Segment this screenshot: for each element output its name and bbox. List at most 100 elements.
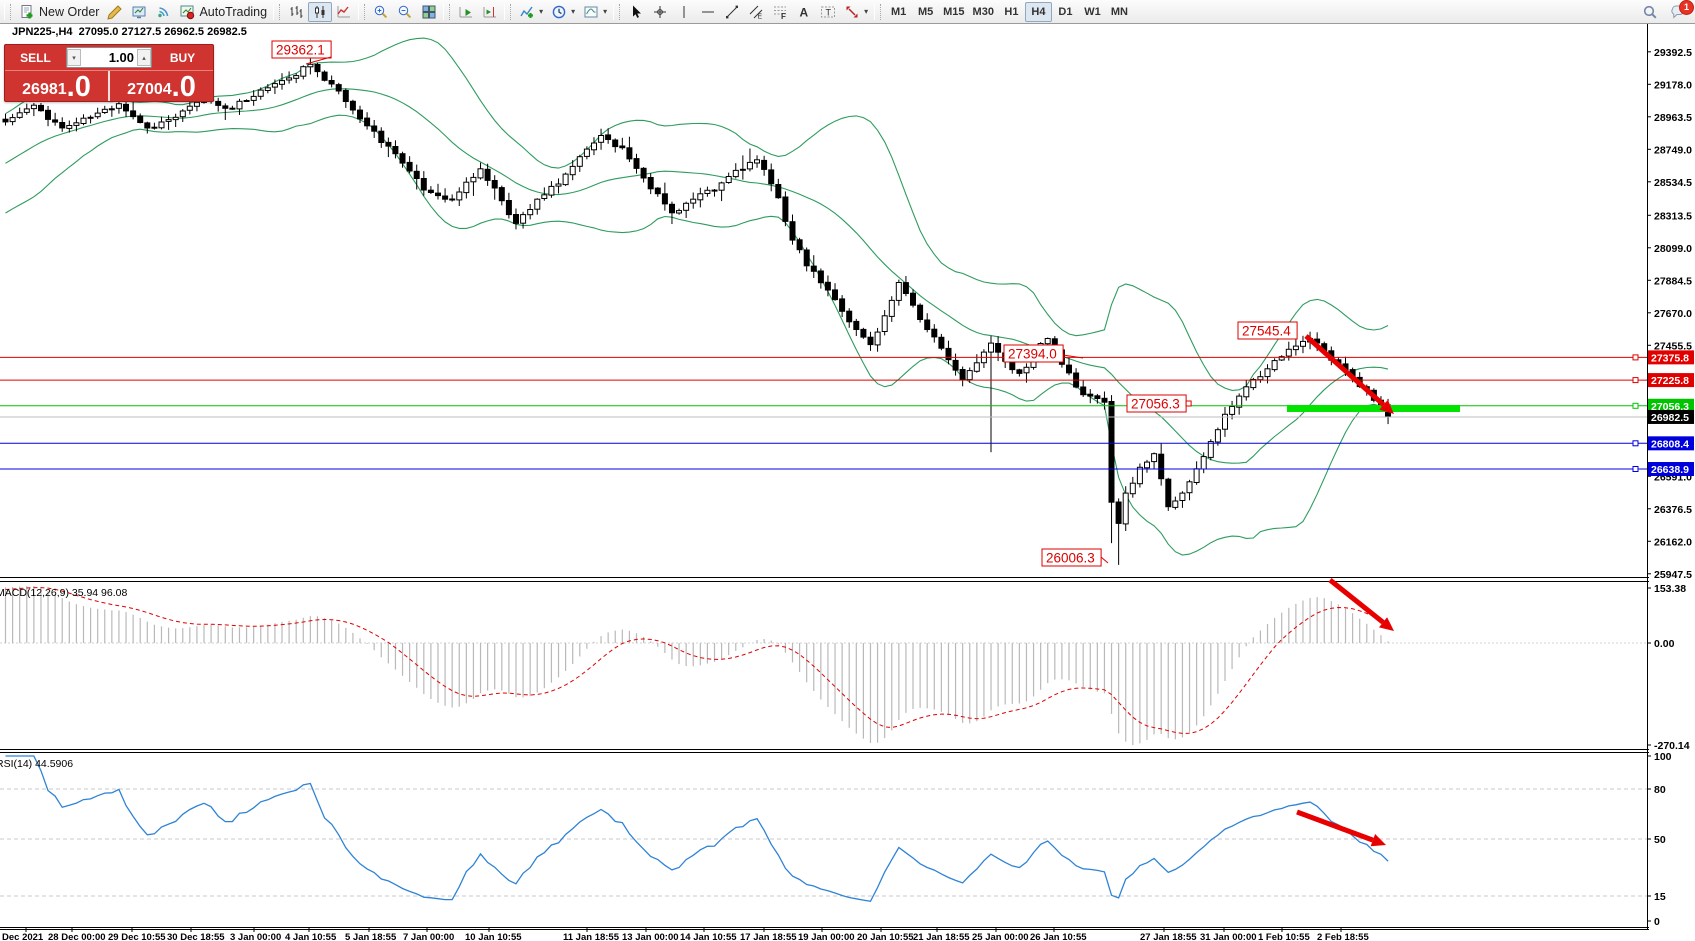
timeframe-M5[interactable]: M5 [912, 2, 939, 22]
volume-down-button[interactable]: ▾ [67, 49, 81, 66]
svg-text:28534.5: 28534.5 [1654, 177, 1692, 189]
chart-shift-button[interactable] [478, 2, 502, 22]
line-chart-button[interactable] [332, 2, 356, 22]
text-button[interactable]: A [792, 2, 816, 22]
support-zone-line[interactable] [1287, 405, 1460, 412]
templates-button[interactable]: ▾ [579, 2, 611, 22]
publish-chart-button[interactable] [127, 2, 151, 22]
vline-icon [683, 5, 685, 18]
auto-scroll-button[interactable] [454, 2, 478, 22]
channel-button[interactable]: E [744, 2, 768, 22]
auto-scroll-icon [459, 6, 473, 17]
candlestick-icon [315, 5, 325, 18]
svg-text:29 Dec 10:55: 29 Dec 10:55 [108, 932, 166, 941]
timeframe-M15[interactable]: M15 [939, 2, 968, 22]
svg-text:27375.8: 27375.8 [1651, 352, 1689, 364]
buy-price-pips: .0 [171, 71, 196, 104]
timeframe-H4[interactable]: H4 [1024, 1, 1052, 22]
volume-up-button[interactable]: ▴ [137, 49, 151, 66]
hline-marker[interactable] [1632, 354, 1639, 361]
label-icon: T [821, 6, 836, 17]
hline-button[interactable] [696, 2, 720, 22]
templates-icon [584, 6, 598, 17]
trendline-button[interactable] [720, 2, 744, 22]
fibonacci-button[interactable]: F [768, 2, 792, 22]
price-tag [1648, 436, 1694, 451]
svg-text:26376.5: 26376.5 [1654, 504, 1692, 516]
timeframe-D1[interactable]: D1 [1052, 2, 1079, 22]
indicators-button[interactable]: ▾ [515, 2, 547, 22]
volume-control: ▾ ▴ [66, 47, 152, 68]
svg-text:26982.5: 26982.5 [1651, 412, 1689, 424]
candlestick-button[interactable] [308, 1, 333, 22]
cursor-button[interactable] [624, 2, 648, 22]
svg-text:0.00: 0.00 [1654, 638, 1675, 650]
tile-windows-button[interactable] [417, 2, 441, 22]
new-order-button[interactable]: New Order [15, 2, 103, 22]
hline-marker[interactable] [1632, 402, 1639, 409]
price-axis: 29392.5 29178.0 28963.5 28749.0 28534.5 28313… [1647, 47, 1692, 928]
svg-text:29178.0: 29178.0 [1654, 79, 1692, 91]
autotrading-button[interactable]: AutoTrading [175, 2, 271, 22]
buy-button[interactable]: BUY [152, 50, 213, 66]
vline-button[interactable] [672, 2, 696, 22]
svg-text:25947.5: 25947.5 [1654, 569, 1692, 581]
sell-button[interactable]: SELL [5, 50, 66, 66]
svg-text:-270.14: -270.14 [1654, 740, 1690, 752]
bar-chart-button[interactable] [284, 2, 308, 22]
search-icon [1643, 5, 1657, 19]
timeframe-W1[interactable]: W1 [1079, 2, 1106, 22]
svg-text:21 Jan 18:55: 21 Jan 18:55 [913, 932, 970, 941]
macd-pane [0, 586, 1647, 745]
svg-text:F: F [781, 12, 786, 20]
timeframe-M1[interactable]: M1 [885, 2, 912, 22]
svg-text:100: 100 [1654, 751, 1672, 763]
price-annotations[interactable]: 29362.1 27394.0 27545.4 27056.3 26006.3 [271, 40, 1298, 567]
volume-input[interactable] [81, 50, 137, 65]
signals-button[interactable] [151, 2, 175, 22]
svg-text:0: 0 [1654, 916, 1660, 928]
label-button[interactable]: T [816, 2, 840, 22]
trend-arrows[interactable] [1296, 334, 1394, 847]
annotation-box[interactable] [271, 40, 332, 59]
notification-badge: 1 [1679, 0, 1694, 15]
timeframe-H1[interactable]: H1 [998, 2, 1025, 22]
metaeditor-button[interactable] [103, 2, 127, 22]
annotation-text: 27056.3 [1131, 397, 1180, 412]
periods-button[interactable]: ▾ [547, 2, 579, 22]
toolbar-grip [443, 3, 451, 20]
zoom-out-button[interactable] [393, 2, 417, 22]
search-button[interactable] [1638, 2, 1662, 22]
red-arrow[interactable] [1328, 578, 1385, 625]
hline-marker[interactable] [1632, 377, 1639, 384]
crosshair-button[interactable] [648, 2, 672, 22]
timeframe-M30[interactable]: M30 [969, 2, 998, 22]
annotation-text: 29362.1 [276, 43, 325, 58]
svg-text:5 Jan 18:55: 5 Jan 18:55 [345, 932, 397, 941]
dropdown-caret-icon: ▾ [539, 7, 544, 16]
svg-text:80: 80 [1654, 784, 1666, 796]
svg-text:3 Jan 00:00: 3 Jan 00:00 [230, 932, 281, 941]
chart-shift-icon [483, 6, 497, 17]
hline-marker[interactable] [1632, 440, 1639, 447]
toolbar-grip [4, 3, 11, 20]
svg-text:Dec 2021: Dec 2021 [2, 932, 44, 941]
buy-price[interactable]: 27004.0 [110, 71, 213, 104]
price-tag [1648, 350, 1694, 365]
bar-chart-icon [290, 5, 303, 18]
arrows-button[interactable]: ▾ [840, 2, 872, 22]
notifications-button[interactable]: 1 [1666, 0, 1694, 22]
zoom-in-button[interactable] [369, 2, 393, 22]
red-arrow[interactable] [1296, 809, 1374, 843]
timeframe-MN[interactable]: MN [1106, 2, 1133, 22]
svg-text:28099.0: 28099.0 [1654, 243, 1692, 255]
annotation-box[interactable] [1003, 344, 1064, 363]
arrows-icon [846, 6, 858, 17]
annotation-box[interactable] [1237, 321, 1298, 340]
red-arrow[interactable] [1304, 334, 1386, 407]
hline-marker[interactable] [1632, 466, 1639, 472]
sell-price[interactable]: 26981.0 [5, 71, 108, 102]
sell-price-main: 26981 [22, 81, 67, 98]
